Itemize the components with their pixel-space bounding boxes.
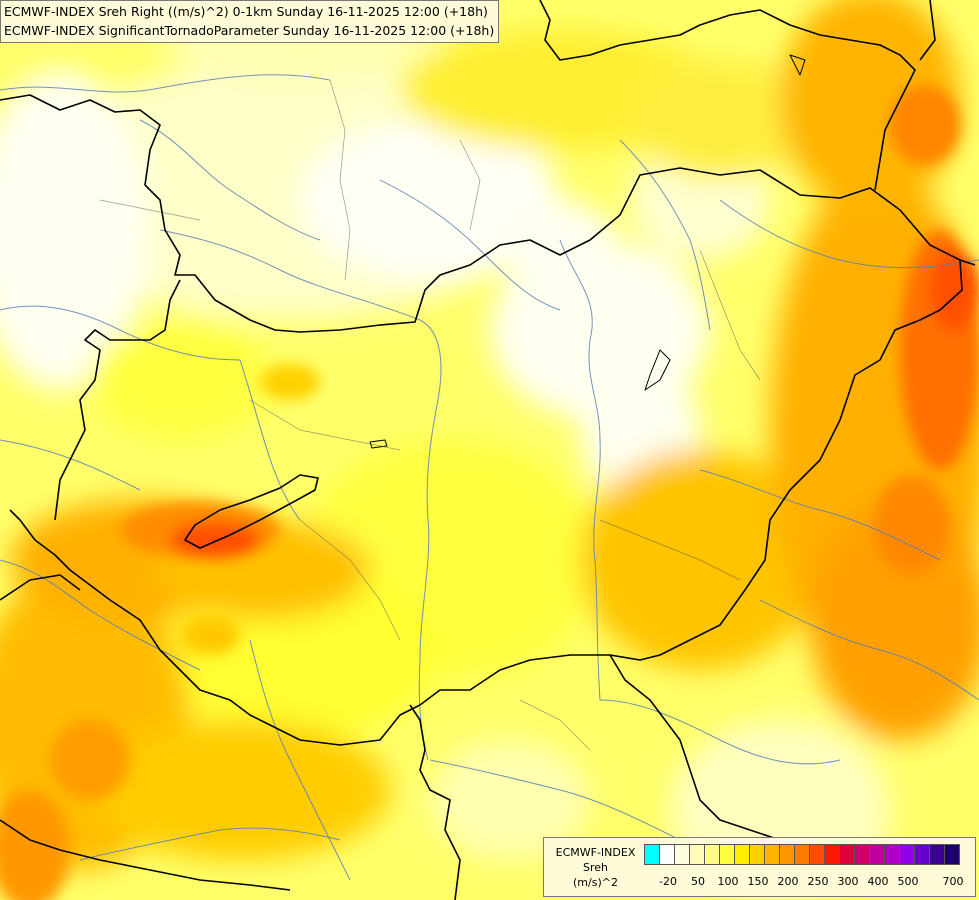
legend-swatch xyxy=(824,844,840,865)
legend-tick-label: 500 xyxy=(897,875,919,888)
legend-line-1: ECMWF-INDEX xyxy=(555,846,636,859)
legend-swatch xyxy=(914,844,930,865)
legend-swatch xyxy=(764,844,780,865)
legend-swatch xyxy=(734,844,750,865)
legend-swatch xyxy=(839,844,855,865)
legend-swatch xyxy=(689,844,705,865)
legend-swatch xyxy=(719,844,735,865)
title-line-1: ECMWF-INDEX Sreh Right ((m/s)^2) 0-1km S… xyxy=(4,4,488,19)
rivers xyxy=(0,74,979,881)
legend-line-3: (m/s)^2 xyxy=(573,876,618,889)
legend-swatch xyxy=(644,844,660,865)
legend-title: ECMWF-INDEX Sreh (m/s)^2 xyxy=(548,845,643,890)
title-line-2: ECMWF-INDEX SignificantTornadoParameter … xyxy=(4,23,495,38)
legend-swatches xyxy=(644,844,960,865)
legend-tick-label: -20 xyxy=(659,875,677,888)
legend-swatch xyxy=(884,844,900,865)
legend-swatch xyxy=(854,844,870,865)
legend-swatch xyxy=(899,844,915,865)
legend-swatch xyxy=(659,844,675,865)
legend-line-2: Sreh xyxy=(582,861,608,874)
legend-swatch xyxy=(749,844,765,865)
legend-swatch xyxy=(704,844,720,865)
legend-tick-label: 300 xyxy=(837,875,859,888)
legend-swatch xyxy=(869,844,885,865)
map-title: ECMWF-INDEX Sreh Right ((m/s)^2) 0-1km S… xyxy=(0,0,500,43)
color-legend: ECMWF-INDEX Sreh (m/s)^2 -20 50 100 150 200 2… xyxy=(543,837,976,897)
legend-swatch xyxy=(779,844,795,865)
legend-swatch xyxy=(674,844,690,865)
legend-tick-label: 100 xyxy=(717,875,739,888)
legend-tick-label: 150 xyxy=(747,875,769,888)
legend-tick-label: 50 xyxy=(691,875,705,888)
legend-swatch xyxy=(809,844,825,865)
legend-swatch xyxy=(944,844,960,865)
region-borders xyxy=(99,79,761,751)
legend-swatch xyxy=(929,844,945,865)
legend-tick-label: 700 xyxy=(942,875,964,888)
legend-tick-label: 200 xyxy=(777,875,799,888)
legend-swatch xyxy=(794,844,810,865)
legend-tick-label: 400 xyxy=(867,875,889,888)
legend-tick-label: 250 xyxy=(807,875,829,888)
